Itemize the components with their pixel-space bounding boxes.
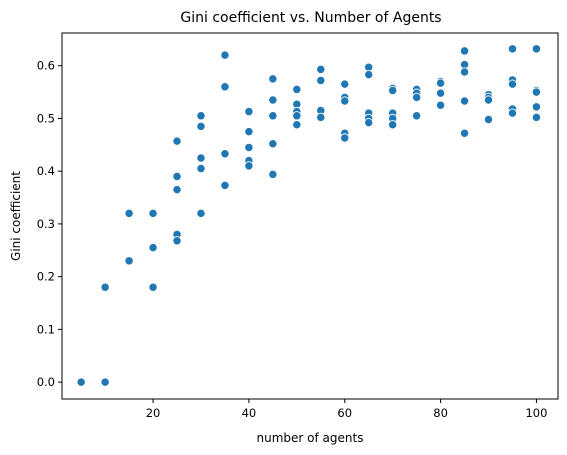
x-tick-label: 40 xyxy=(242,406,257,420)
data-point xyxy=(340,79,350,89)
x-tick-label: 20 xyxy=(146,406,161,420)
data-point xyxy=(148,282,158,292)
data-point xyxy=(411,111,422,121)
data-point xyxy=(388,120,398,130)
data-point xyxy=(316,75,326,86)
data-point xyxy=(268,95,278,105)
data-point xyxy=(124,208,134,219)
data-point xyxy=(148,242,158,253)
data-point xyxy=(292,120,302,130)
data-point xyxy=(244,142,254,153)
data-point xyxy=(364,118,374,128)
data-point xyxy=(244,161,254,171)
y-tick-label: 0.5 xyxy=(37,111,55,125)
data-point xyxy=(172,236,182,246)
data-point xyxy=(196,208,206,219)
y-tick-label: 0.3 xyxy=(37,217,55,231)
data-point xyxy=(196,111,206,121)
data-point xyxy=(507,44,518,54)
data-point xyxy=(148,208,158,219)
data-point xyxy=(100,282,110,292)
data-point xyxy=(531,112,542,123)
x-axis-label: number of agents xyxy=(257,431,364,445)
data-point xyxy=(172,184,182,195)
data-point xyxy=(435,78,446,88)
data-point xyxy=(459,128,470,138)
data-point xyxy=(292,111,302,121)
y-axis-ticks: 0.0 0.1 0.2 0.3 0.4 0.5 0.6 xyxy=(37,59,62,389)
data-point xyxy=(316,112,326,123)
data-point xyxy=(364,70,374,80)
y-tick-label: 0.1 xyxy=(37,322,55,336)
x-tick-label: 60 xyxy=(337,406,352,420)
data-point xyxy=(220,50,230,60)
y-tick-label: 0.4 xyxy=(37,164,55,178)
data-point xyxy=(531,87,542,97)
data-point xyxy=(196,121,206,132)
data-point xyxy=(268,139,278,149)
data-point xyxy=(244,126,254,137)
data-points xyxy=(76,44,542,387)
data-point xyxy=(196,153,206,163)
data-point xyxy=(124,256,134,266)
data-point xyxy=(340,133,350,143)
y-tick-label: 0.6 xyxy=(37,59,55,73)
data-point xyxy=(220,180,230,191)
data-point xyxy=(435,100,446,110)
data-point xyxy=(507,79,518,89)
data-point xyxy=(220,149,230,159)
data-point xyxy=(76,377,86,387)
data-point xyxy=(507,108,518,118)
chart-title: Gini coefficient vs. Number of Agents xyxy=(180,10,441,26)
data-point xyxy=(483,114,494,125)
data-point xyxy=(340,96,350,106)
data-point xyxy=(435,88,446,98)
data-point xyxy=(196,163,206,174)
data-point xyxy=(244,106,254,117)
x-tick-label: 80 xyxy=(433,406,448,420)
data-point xyxy=(268,169,278,179)
data-point xyxy=(411,92,422,102)
data-point xyxy=(388,85,398,96)
data-point xyxy=(292,84,302,95)
x-tick-label: 100 xyxy=(525,406,547,420)
data-point xyxy=(459,67,470,77)
data-point xyxy=(268,111,278,121)
data-point xyxy=(172,171,182,182)
data-point xyxy=(268,74,278,84)
data-point xyxy=(316,64,326,75)
plot-area xyxy=(61,32,559,400)
data-point xyxy=(531,102,542,112)
data-point xyxy=(459,46,470,56)
data-point xyxy=(483,95,494,105)
y-axis-label: Gini coefficient xyxy=(9,171,23,261)
data-point xyxy=(220,82,230,92)
x-axis-ticks: 20 40 60 80 100 xyxy=(146,399,547,420)
y-tick-label: 0.0 xyxy=(37,375,55,389)
data-point xyxy=(100,377,110,387)
data-point xyxy=(172,136,182,146)
data-point xyxy=(459,96,470,106)
y-tick-label: 0.2 xyxy=(37,270,55,284)
data-point xyxy=(531,44,542,54)
